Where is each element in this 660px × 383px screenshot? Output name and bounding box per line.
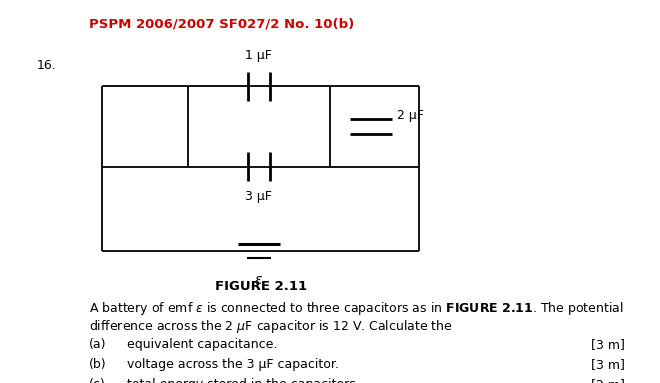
Text: equivalent capacitance.: equivalent capacitance. [127,338,278,351]
Text: 16.: 16. [36,59,56,72]
Text: (b): (b) [89,358,107,371]
Text: (a): (a) [89,338,107,351]
Text: 2 μF: 2 μF [397,109,424,122]
Text: [3 m]: [3 m] [591,358,624,371]
Text: 1 μF: 1 μF [246,49,272,62]
Text: [3 m]: [3 m] [591,338,624,351]
Text: (c): (c) [89,378,106,383]
Text: $\varepsilon$: $\varepsilon$ [254,273,263,287]
Text: total energy stored in the capacitors.: total energy stored in the capacitors. [127,378,360,383]
Text: PSPM 2006/2007 SF027/2 No. 10(b): PSPM 2006/2007 SF027/2 No. 10(b) [89,17,354,30]
Text: 3 μF: 3 μF [246,190,272,203]
Text: FIGURE 2.11: FIGURE 2.11 [214,280,307,293]
Text: [2 m]: [2 m] [591,378,624,383]
Text: voltage across the 3 μF capacitor.: voltage across the 3 μF capacitor. [127,358,339,371]
Text: difference across the 2 $\mu$F capacitor is 12 V. Calculate the: difference across the 2 $\mu$F capacitor… [89,318,453,335]
Text: A battery of emf $\varepsilon$ is connected to three capacitors as in $\bf{FIGUR: A battery of emf $\varepsilon$ is connec… [89,300,624,316]
